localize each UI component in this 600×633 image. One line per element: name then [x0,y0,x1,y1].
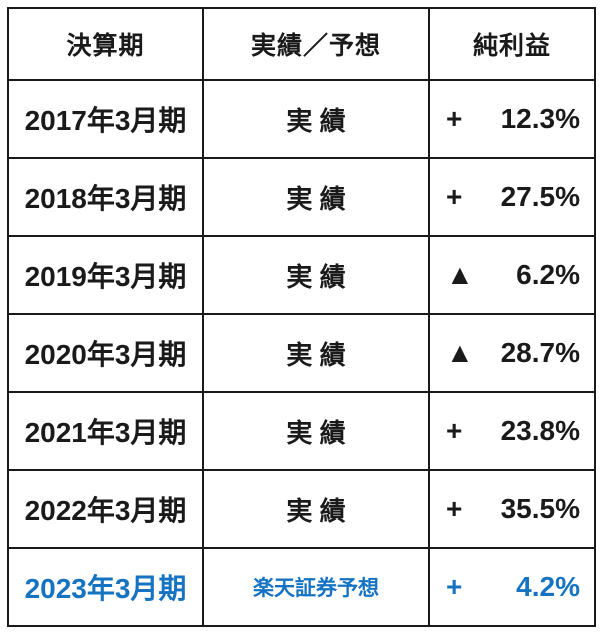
type-cell: 実 績 [202,313,430,393]
header-cell-net-profit: 純利益 [428,7,596,81]
period-cell: 2023年3月期 [7,547,204,627]
type-cell: 実 績 [202,79,430,159]
percent-value: 35.5% [500,493,580,524]
value-wrap: + 4.2% [430,571,594,603]
period-cell: 2020年3月期 [7,313,204,393]
value-wrap: + 27.5% [430,181,594,213]
value-cell: + 4.2% [428,547,596,627]
percent-value: 12.3% [500,103,580,134]
sign: + [446,571,463,602]
table-row: 2021年3月期 実 績 + 23.8% [7,391,596,471]
negative-triangle-icon: ▲ [446,337,474,368]
percent-value: 6.2% [516,259,580,290]
value-wrap: + 12.3% [430,103,594,135]
value-cell: + 35.5% [428,469,596,549]
type-cell: 実 績 [202,157,430,237]
value-cell: + 27.5% [428,157,596,237]
type-cell: 楽天証券予想 [202,547,430,627]
period-cell: 2017年3月期 [7,79,204,159]
value-cell: ▲ 28.7% [428,313,596,393]
table-row: 2022年3月期 実 績 + 35.5% [7,469,596,549]
period-cell: 2021年3月期 [7,391,204,471]
sign: + [446,103,463,134]
value-cell: ▲ 6.2% [428,235,596,315]
table-row: 2018年3月期 実 績 + 27.5% [7,157,596,237]
percent-value: 4.2% [516,571,580,602]
table-row: 2019年3月期 実 績 ▲ 6.2% [7,235,596,315]
table-row: 2017年3月期 実 績 + 12.3% [7,79,596,159]
table-body: 2017年3月期 実 績 + 12.3% 2018年3月期 実 績 + 27.5… [7,79,596,627]
value-cell: + 23.8% [428,391,596,471]
table-row: 2020年3月期 実 績 ▲ 28.7% [7,313,596,393]
period-cell: 2019年3月期 [7,235,204,315]
header-row: 決算期 実績／予想 純利益 [7,7,596,81]
sign: + [446,493,463,524]
table-header: 決算期 実績／予想 純利益 [7,7,596,81]
header-cell-actual-forecast: 実績／予想 [202,7,430,81]
sign: + [446,181,463,212]
financial-results-table: 決算期 実績／予想 純利益 2017年3月期 実 績 + 12.3% 2018年… [7,7,596,627]
type-cell: 実 績 [202,391,430,471]
header-cell-period: 決算期 [7,7,204,81]
value-wrap: + 23.8% [430,415,594,447]
sign: + [446,415,463,446]
value-cell: + 12.3% [428,79,596,159]
value-wrap: + 35.5% [430,493,594,525]
percent-value: 23.8% [500,415,580,446]
period-cell: 2022年3月期 [7,469,204,549]
negative-triangle-icon: ▲ [446,259,474,290]
percent-value: 28.7% [500,337,580,368]
type-cell: 実 績 [202,235,430,315]
period-cell: 2018年3月期 [7,157,204,237]
percent-value: 27.5% [500,181,580,212]
value-wrap: ▲ 6.2% [430,259,594,291]
type-cell: 実 績 [202,469,430,549]
table-row-forecast: 2023年3月期 楽天証券予想 + 4.2% [7,547,596,627]
value-wrap: ▲ 28.7% [430,337,594,369]
